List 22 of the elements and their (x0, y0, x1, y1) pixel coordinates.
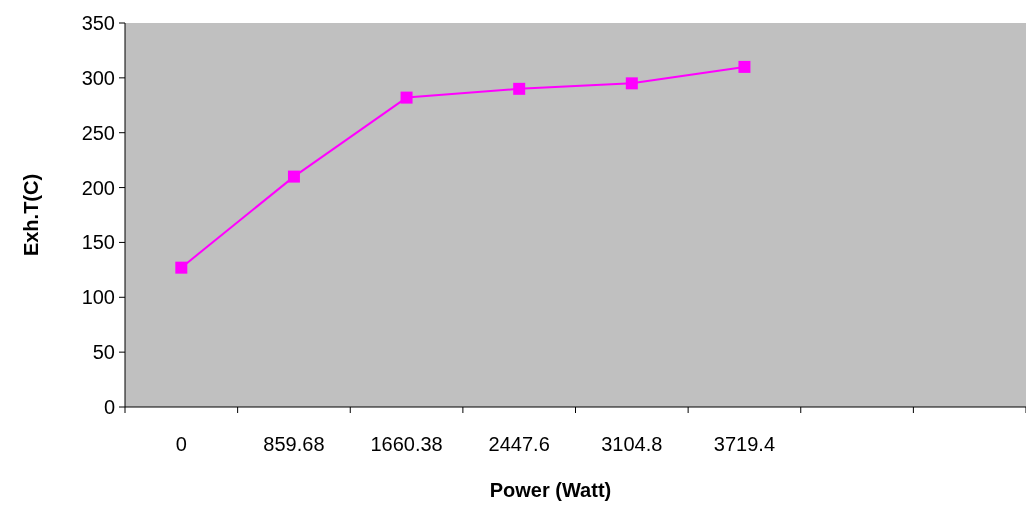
y-tick-label: 300 (81, 66, 115, 89)
point (625, 77, 638, 90)
y-tick-label: 50 (92, 341, 115, 364)
x-tick-label: 3104.8 (601, 433, 663, 455)
point (287, 170, 300, 183)
x-tick-label: 3719.4 (713, 433, 776, 455)
point (400, 91, 413, 104)
x-tick-label: 2447.6 (488, 433, 550, 455)
point (513, 82, 526, 95)
x-tick-label: 859.68 (263, 433, 325, 455)
y-tick-label: 350 (81, 12, 115, 34)
point (175, 261, 188, 274)
y-tick-label: 150 (81, 231, 115, 254)
y-tick-label: 100 (81, 286, 115, 309)
y-tick-label: 250 (81, 121, 115, 144)
x-tick-label: 0 (175, 433, 187, 455)
x-axis-title: Power (Watt) (489, 479, 612, 501)
y-tick-label: 200 (81, 176, 115, 199)
point (738, 60, 751, 73)
y-axis-title: Exh.T(C) (20, 173, 42, 257)
x-tick-label: 1660.38 (370, 433, 443, 455)
y-tick-label: 0 (103, 396, 115, 418)
